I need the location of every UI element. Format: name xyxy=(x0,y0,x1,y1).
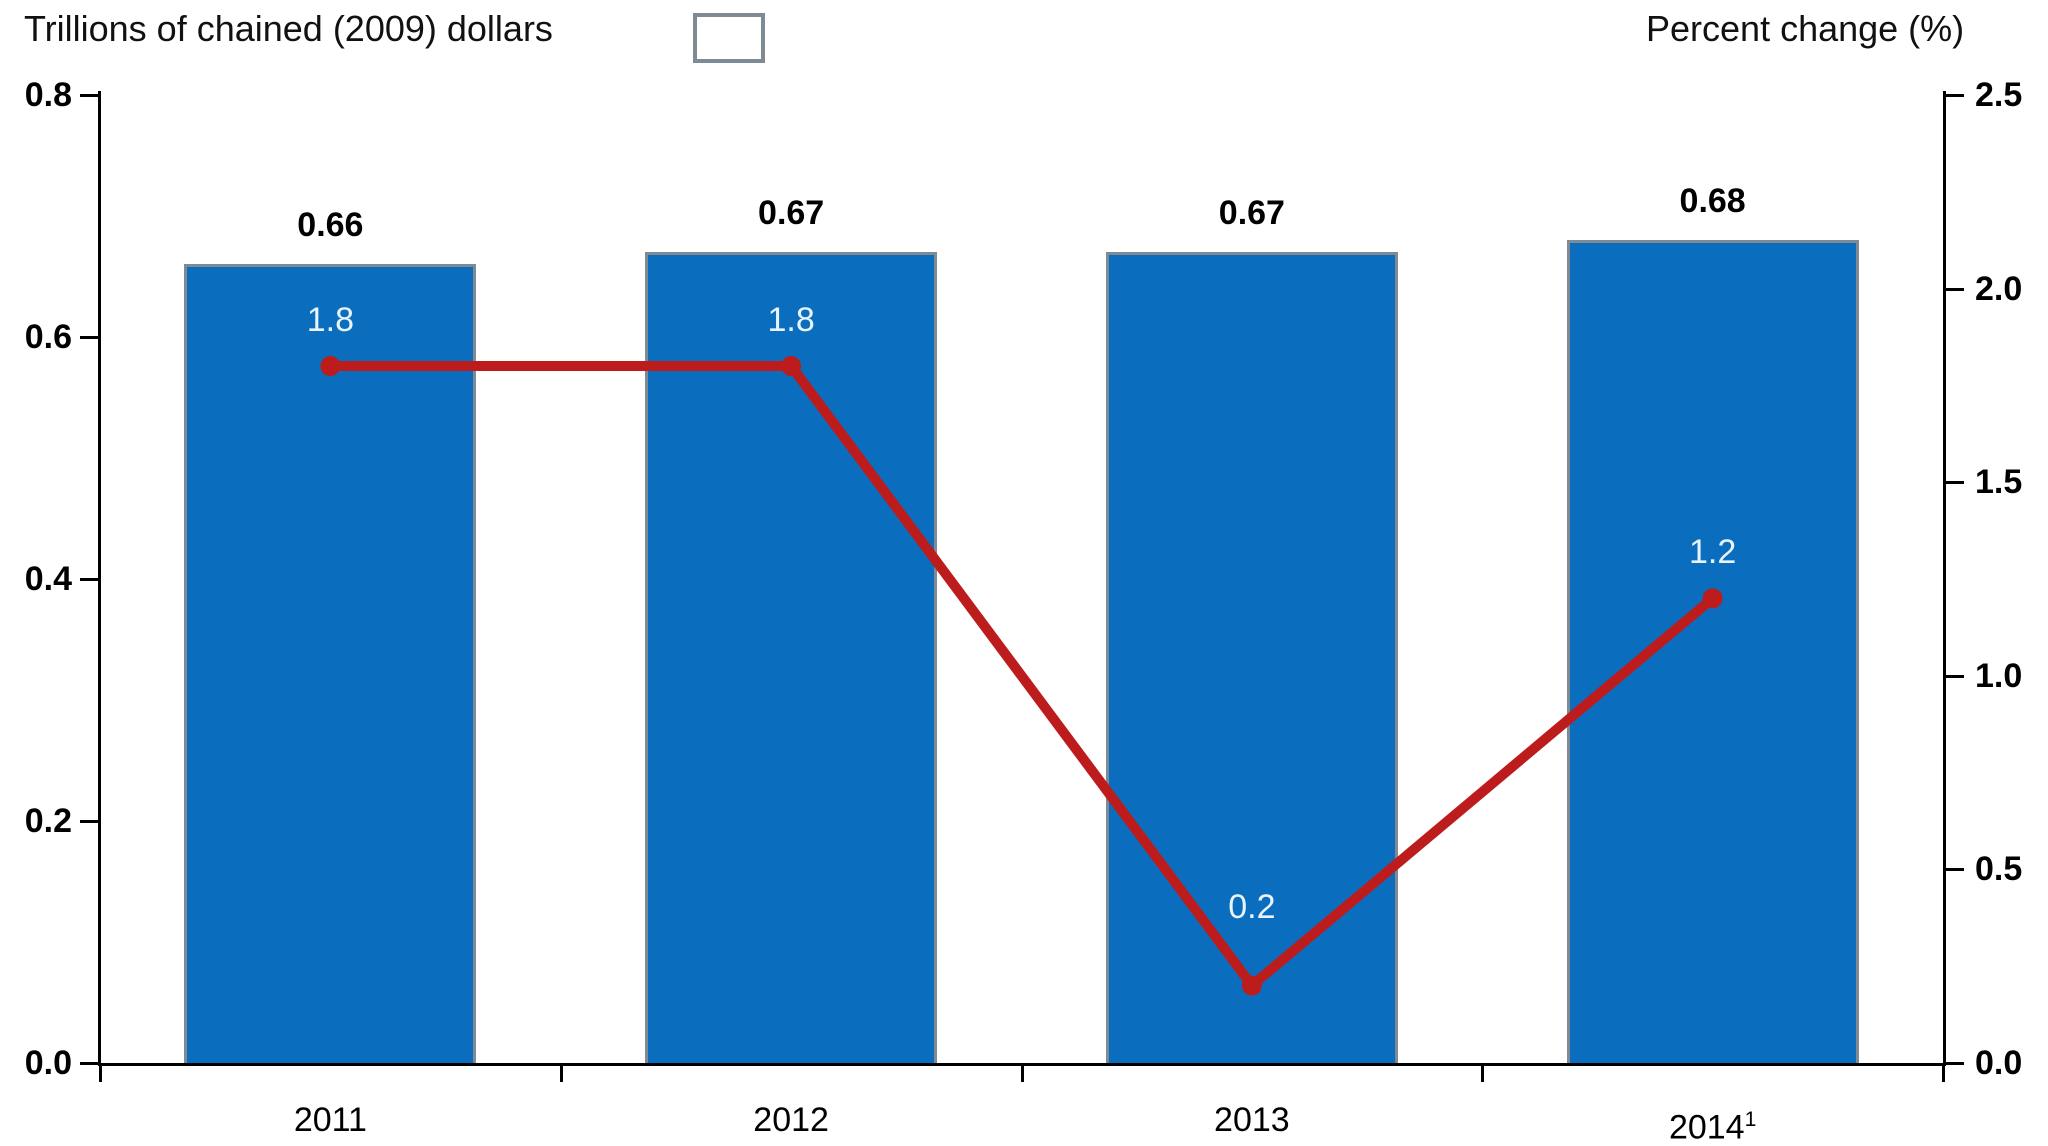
y-axis-right-tick-label: 2.5 xyxy=(1975,76,2023,114)
y-axis-left-tick-label: 0.0 xyxy=(24,1044,72,1082)
line-value-label: 1.8 xyxy=(767,301,815,340)
y-axis-right xyxy=(1943,91,1946,1063)
y-axis-right-tick-label: 1.5 xyxy=(1975,463,2023,502)
right-axis-legend-label: Percent change (%) xyxy=(1646,8,1965,49)
y-axis-left-tick xyxy=(80,336,98,339)
bar-value-label: 0.68 xyxy=(1679,182,1746,221)
y-axis-right-tick xyxy=(1946,1062,1964,1065)
y-axis-left-tick xyxy=(80,820,98,823)
bar-value-label: 0.67 xyxy=(1218,194,1285,233)
percent-change-line xyxy=(330,361,1716,991)
line-value-label: 1.8 xyxy=(306,301,354,340)
y-axis-left-tick-label: 0.2 xyxy=(24,802,72,840)
y-axis-left-tick-label: 0.6 xyxy=(24,318,72,356)
y-axis-left-tick xyxy=(80,94,98,97)
line-point-marker xyxy=(1702,588,1723,609)
category-footnote-superscript: 1 xyxy=(1744,1108,1757,1131)
y-axis-right-tick xyxy=(1946,94,1964,97)
y-axis-right-tick xyxy=(1946,481,1964,485)
y-axis-right-tick-label: 2.0 xyxy=(1975,269,2023,308)
category-year-text: 2011 xyxy=(293,1101,367,1139)
x-axis-tick xyxy=(1020,1066,1024,1082)
x-axis xyxy=(98,1063,1946,1066)
x-category-label: 20141 xyxy=(1603,1100,1823,1146)
x-axis-tick xyxy=(99,1066,102,1082)
y-axis-left-tick xyxy=(80,1062,98,1065)
y-axis-left-tick-label: 0.4 xyxy=(24,560,72,598)
category-year-text: 2013 xyxy=(1214,1101,1290,1139)
bar-2014 xyxy=(1566,240,1859,1063)
bar-2013 xyxy=(1105,252,1398,1063)
line-value-label: 1.2 xyxy=(1688,533,1737,572)
x-category-label: 2012 xyxy=(681,1100,901,1140)
y-axis-right-tick-label: 0.5 xyxy=(1975,850,2023,889)
y-axis-right-tick xyxy=(1946,674,1964,678)
category-year-text: 2012 xyxy=(753,1101,829,1139)
y-axis-left-tick-label: 0.8 xyxy=(24,76,72,114)
bar-value-label: 0.67 xyxy=(758,194,825,233)
x-axis-tick xyxy=(1481,1066,1485,1082)
line-point-marker xyxy=(1241,975,1262,996)
bar-2011 xyxy=(184,264,477,1063)
line-point-marker xyxy=(320,356,341,377)
y-axis-right-tick xyxy=(1946,287,1964,291)
line-value-label: 0.2 xyxy=(1228,887,1276,926)
left-axis-legend-label: Trillions of chained (2009) dollars xyxy=(24,8,553,49)
y-axis-right-tick-label: 0.0 xyxy=(1975,1044,2023,1082)
x-axis-tick xyxy=(559,1066,563,1082)
bar-2012 xyxy=(645,252,938,1063)
x-category-label: 2013 xyxy=(1142,1100,1362,1140)
y-axis-left xyxy=(98,91,101,1063)
bar-value-label: 0.66 xyxy=(297,206,364,245)
y-axis-right-tick-label: 1.0 xyxy=(1975,656,2023,695)
category-year-text: 2014 xyxy=(1668,1108,1745,1146)
y-axis-left-tick xyxy=(80,578,98,581)
y-axis-right-tick xyxy=(1946,868,1964,872)
x-category-label: 2011 xyxy=(220,1100,440,1140)
bar-series-swatch-icon xyxy=(693,13,765,63)
line-point-marker xyxy=(781,356,802,377)
x-axis-tick xyxy=(1942,1066,1945,1082)
